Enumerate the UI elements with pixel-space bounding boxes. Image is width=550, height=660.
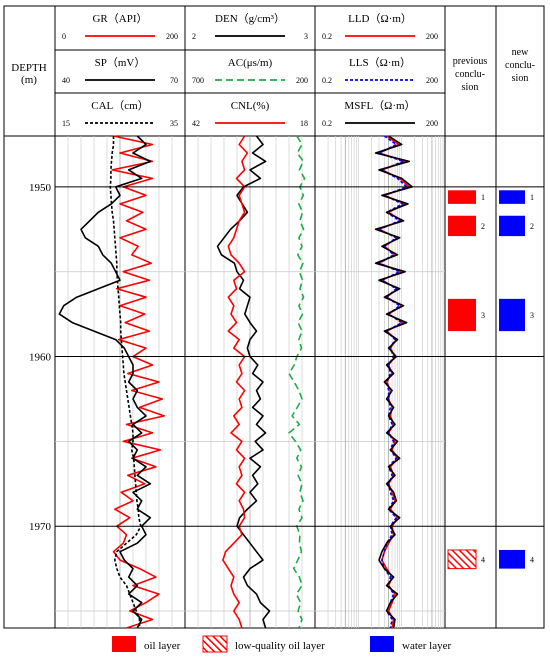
- new-header-line: new: [512, 47, 529, 58]
- previous_conclusion-layer-box: [448, 298, 476, 332]
- chart-frame: [3, 5, 545, 629]
- previous-header-line: previous: [453, 56, 488, 67]
- previous_conclusion-layer-box: [447, 549, 477, 570]
- legend-swatch: [370, 636, 394, 652]
- new_conclusion-layer-label: 3: [530, 311, 534, 320]
- new-header-line: conclu-: [505, 60, 535, 71]
- curve-name: LLS（Ω·m）: [349, 56, 411, 69]
- curve-scale-min: 40: [62, 76, 70, 85]
- legend-swatch: [202, 635, 228, 653]
- new-conclusion-header: new conclu- sion: [505, 47, 535, 84]
- log-curve: [222, 135, 249, 629]
- curve-name: CNL(%): [231, 100, 270, 112]
- depth-tick-label: 1960: [29, 352, 52, 364]
- legend-label: water layer: [402, 640, 451, 652]
- previous-header-line: conclu-: [455, 69, 485, 80]
- curve-name: GR（API）: [92, 12, 147, 25]
- grid: [55, 136, 445, 628]
- log-curve: [111, 135, 165, 629]
- new-header-line: sion: [512, 73, 529, 84]
- legend-label: low-quality oil layer: [235, 640, 325, 652]
- log-curve: [374, 135, 414, 629]
- legend-label: oil layer: [144, 640, 181, 652]
- curve-name: AC(μs/m): [228, 57, 273, 69]
- curve-name: DEN（g/cm³）: [215, 12, 285, 25]
- curve-headers: GR（API） 0 200 SP（mV） 40 70 CAL（cm） 15 35 DEN（g/cm…: [62, 12, 438, 128]
- curve-scale-max: 200: [426, 32, 438, 41]
- depth-unit: (m): [21, 74, 37, 86]
- previous_conclusion-layer-label: 4: [481, 555, 485, 564]
- new_conclusion-layer-box: [499, 190, 525, 204]
- previous_conclusion-layer-label: 3: [481, 311, 485, 320]
- new_conclusion-layer-box: [499, 549, 525, 569]
- curve-scale-min: 0.2: [322, 32, 332, 41]
- new_conclusion-layer-label: 4: [530, 555, 534, 564]
- depth-tick-label: 1950: [29, 182, 52, 194]
- curve-name: CAL（cm）: [91, 99, 148, 112]
- curve-scale-max: 18: [300, 119, 308, 128]
- curve-name: MSFL（Ω·m）: [344, 99, 415, 112]
- previous-conclusion-header: previous conclu- sion: [453, 56, 488, 93]
- previous_conclusion-layer-label: 1: [481, 193, 485, 202]
- curve-name: LLD（Ω·m）: [348, 12, 412, 25]
- depth-tick-label: 1970: [29, 521, 52, 533]
- new_conclusion-layer-box: [499, 215, 525, 237]
- new_conclusion-layer-box: [499, 298, 525, 332]
- legend-swatch: [112, 636, 136, 652]
- depth-ticks: 1950 1960 1970: [29, 182, 544, 533]
- new_conclusion-layer-label: 1: [530, 193, 534, 202]
- curve-scale-min: 700: [192, 76, 204, 85]
- new_conclusion-layer-label: 2: [530, 222, 534, 231]
- curves: [58, 135, 414, 629]
- previous_conclusion-layer-box: [448, 190, 476, 204]
- curve-scale-max: 200: [296, 76, 308, 85]
- log-curve: [58, 135, 152, 629]
- curve-scale-min: 0.2: [322, 119, 332, 128]
- conclusion-layers: 1 2 3 4 1 2 3 4: [447, 190, 534, 570]
- curve-scale-max: 200: [166, 32, 178, 41]
- previous_conclusion-layer-box: [448, 215, 476, 237]
- depth-label: DEPTH: [11, 62, 47, 74]
- legend: oil layer low-quality oil layer water laye…: [112, 635, 451, 653]
- curve-scale-min: 2: [192, 32, 196, 41]
- curve-scale-min: 42: [192, 119, 200, 128]
- log-curve: [288, 135, 306, 629]
- curve-scale-max: 200: [426, 76, 438, 85]
- previous-header-line: sion: [462, 82, 479, 93]
- log-curve: [216, 135, 271, 629]
- curve-name: SP（mV）: [95, 56, 146, 69]
- curve-scale-min: 0: [62, 32, 66, 41]
- curve-scale-max: 70: [170, 76, 178, 85]
- curve-scale-max: 200: [426, 119, 438, 128]
- curve-scale-max: 35: [170, 119, 178, 128]
- log-curve: [109, 136, 142, 628]
- previous_conclusion-layer-label: 2: [481, 222, 485, 231]
- curve-scale-max: 3: [304, 32, 308, 41]
- curve-scale-min: 15: [62, 119, 70, 128]
- curve-scale-min: 0.2: [322, 76, 332, 85]
